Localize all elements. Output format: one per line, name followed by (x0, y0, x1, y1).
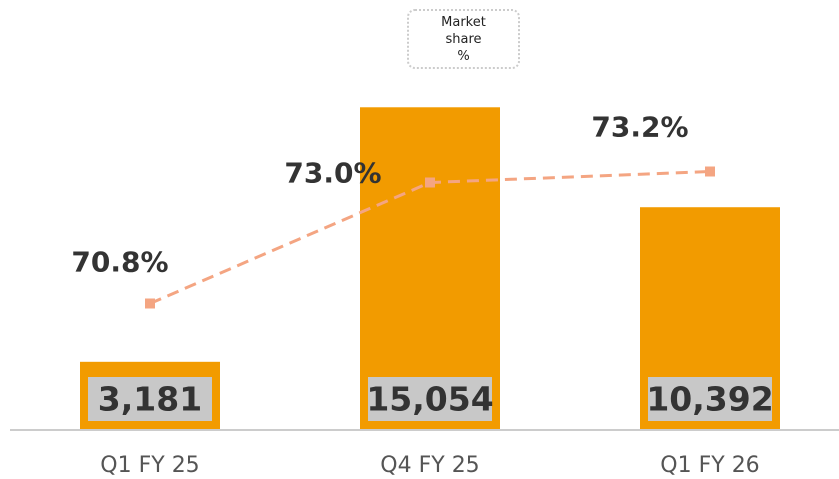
data-label: 70.8% (71, 246, 168, 279)
value-label-bg (648, 377, 772, 421)
value-label: 3,181 (98, 380, 202, 419)
bar (360, 107, 500, 430)
x-tick-label: Q1 FY 25 (100, 453, 199, 478)
data-label: 73.2% (591, 111, 688, 144)
x-tick-label: Q1 FY 26 (660, 453, 759, 478)
line-marker (705, 166, 715, 177)
value-label: 10,392 (646, 380, 773, 419)
line-marker (425, 177, 435, 188)
value-label-bg (368, 377, 492, 421)
line-marker (145, 298, 155, 309)
x-tick-label: Q4 FY 25 (380, 453, 479, 478)
value-label: 15,054 (366, 380, 493, 419)
legend-entry: Market share % (407, 9, 520, 69)
value-label-bg (88, 377, 212, 421)
data-label: 73.0% (284, 157, 381, 190)
